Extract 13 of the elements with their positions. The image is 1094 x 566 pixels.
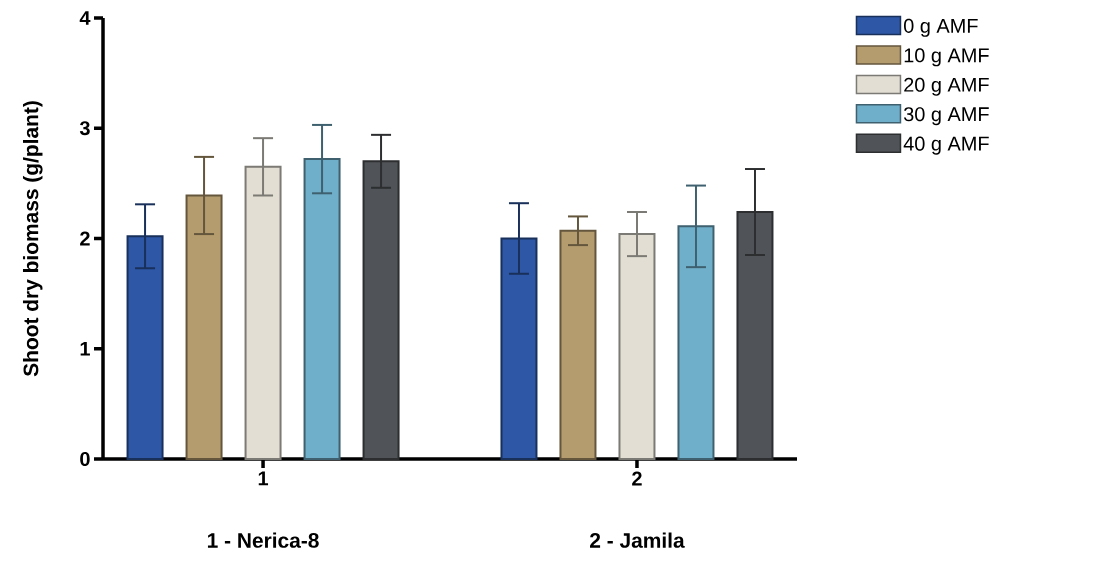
legend-label: 20 g AMF [904, 77, 989, 96]
legend-label: 10 g AMF [904, 48, 989, 67]
y-tick-label: 1 [80, 341, 90, 356]
text: 1 - Nerica-8 [207, 532, 319, 548]
text: 2 - Jamila [590, 532, 685, 548]
y-tick-label: 2 [80, 231, 90, 246]
legend-label: 40 g AMF [903, 136, 989, 155]
y-tick-label: 3 [79, 121, 90, 136]
y-tick-label: 0 [80, 451, 90, 467]
y-axis-title: Shoot dry biomass (g/plant) [22, 101, 43, 377]
legend-label: 0 g AMF [903, 18, 978, 37]
y-tick-label: 4 [79, 11, 91, 25]
legend-label: 30 g AMF [903, 107, 989, 126]
